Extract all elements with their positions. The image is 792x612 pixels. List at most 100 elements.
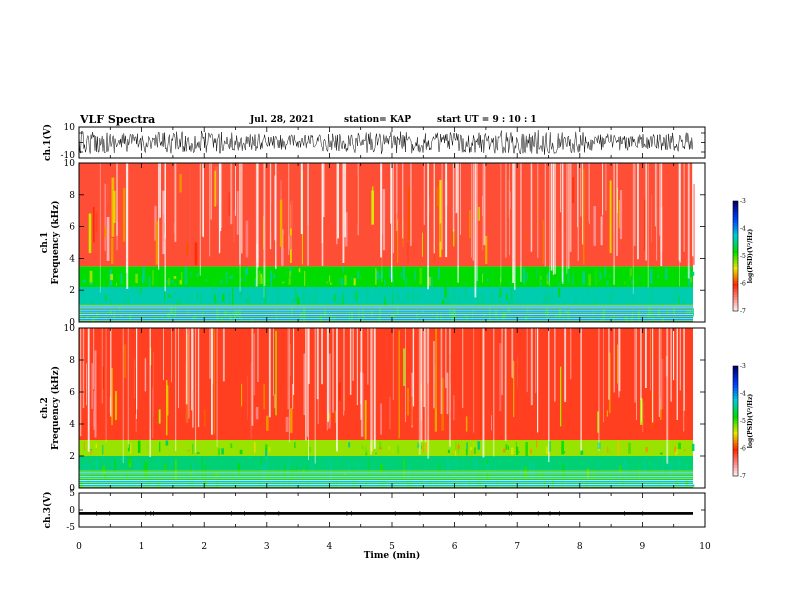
spectral-streak xyxy=(294,442,296,448)
spectral-streak xyxy=(241,383,243,407)
spectral-streak xyxy=(159,441,161,453)
spectral-streak xyxy=(271,203,272,233)
spectral-streak xyxy=(250,318,253,322)
y-tick-label: 2 xyxy=(69,452,75,462)
spectral-streak xyxy=(677,456,680,471)
spectral-streak xyxy=(691,484,695,487)
spectral-streak xyxy=(616,289,617,294)
colorbar-step xyxy=(733,423,738,427)
spectral-streak xyxy=(674,451,678,456)
white-streak xyxy=(136,328,137,419)
spectral-streak xyxy=(619,190,623,240)
spectral-streak xyxy=(187,309,189,315)
spectral-streak xyxy=(622,480,625,487)
spectral-streak xyxy=(152,269,154,286)
spectral-streak xyxy=(378,307,381,322)
spectral-streak xyxy=(192,464,195,474)
white-streak xyxy=(445,328,447,388)
spectral-streak xyxy=(139,459,140,472)
spectral-streak xyxy=(383,295,386,306)
spectral-streak xyxy=(645,447,648,452)
spectral-streak xyxy=(673,461,676,466)
white-streak xyxy=(460,163,461,235)
spectral-streak xyxy=(142,267,145,282)
spectral-streak xyxy=(312,300,313,305)
spectral-streak xyxy=(389,268,392,279)
spectral-streak xyxy=(213,282,215,284)
spectral-streak xyxy=(266,473,269,479)
spectral-streak xyxy=(344,275,347,286)
spectral-streak xyxy=(130,443,132,454)
spectral-streak xyxy=(639,471,642,475)
spectral-streak xyxy=(436,315,439,320)
white-streak xyxy=(588,163,589,222)
spectral-streak xyxy=(164,292,165,302)
spectral-streak xyxy=(436,313,439,318)
spectral-streak xyxy=(508,446,509,450)
spectral-streak xyxy=(158,409,161,424)
spectral-streak xyxy=(156,449,158,451)
white-streak xyxy=(530,328,533,406)
spectral-streak xyxy=(536,177,538,229)
spectral-streak xyxy=(584,224,587,262)
spectral-streak xyxy=(554,271,556,281)
y-tick-label: 4 xyxy=(69,254,75,264)
spectral-streak xyxy=(303,353,306,416)
white-streak xyxy=(548,328,550,463)
spectral-streak xyxy=(153,465,154,476)
colorbar-step xyxy=(733,407,738,411)
colorbar-step xyxy=(733,239,738,243)
white-streak xyxy=(87,328,90,452)
white-streak xyxy=(582,163,584,245)
spectral-streak xyxy=(296,467,298,472)
white-streak xyxy=(476,163,478,281)
spectral-streak xyxy=(402,300,404,304)
spectral-streak xyxy=(615,482,618,485)
spectral-streak xyxy=(109,480,111,483)
spectral-streak xyxy=(379,275,382,279)
white-streak xyxy=(560,163,561,213)
spectral-streak xyxy=(329,275,331,282)
spectral-streak xyxy=(499,288,502,298)
spectral-streak xyxy=(364,447,367,453)
spectral-streak xyxy=(686,463,688,469)
spectral-streak xyxy=(187,450,190,452)
spectral-streak xyxy=(441,300,445,304)
spectral-streak xyxy=(449,462,451,474)
white-streak xyxy=(199,163,201,276)
spectral-streak xyxy=(268,447,271,453)
spectral-streak xyxy=(630,317,633,321)
white-streak xyxy=(472,163,474,261)
spectral-streak xyxy=(189,167,191,260)
spectral-streak xyxy=(298,268,301,273)
white-streak xyxy=(305,328,307,441)
white-streak xyxy=(395,163,398,231)
spectral-streak xyxy=(605,471,607,476)
colorbar-step xyxy=(733,206,738,210)
spectral-streak xyxy=(144,461,148,478)
spectral-streak xyxy=(594,270,598,286)
spectral-streak xyxy=(147,482,150,486)
spectral-streak xyxy=(435,315,437,319)
spectral-streak xyxy=(607,446,609,453)
spectral-streak xyxy=(540,276,542,280)
spectral-streak xyxy=(245,267,249,275)
spectral-streak xyxy=(168,280,172,284)
y-tick-label: 5 xyxy=(69,489,75,499)
spectral-streak xyxy=(292,384,294,410)
y-tick-label: 8 xyxy=(69,356,75,366)
white-streak xyxy=(188,328,190,419)
spectral-streak xyxy=(157,457,159,465)
spectral-streak xyxy=(128,457,131,463)
spectral-streak xyxy=(225,271,228,285)
spectral-streak xyxy=(249,301,251,306)
spectral-streak xyxy=(290,408,293,434)
spectral-streak xyxy=(374,293,376,298)
spectral-streak xyxy=(152,387,154,439)
spectral-streak xyxy=(489,307,491,316)
spectral-streak xyxy=(297,481,299,485)
spectral-streak xyxy=(476,291,479,306)
spectral-streak xyxy=(604,266,606,279)
x-tick-label: 2 xyxy=(201,542,207,552)
spectral-streak xyxy=(678,442,681,449)
